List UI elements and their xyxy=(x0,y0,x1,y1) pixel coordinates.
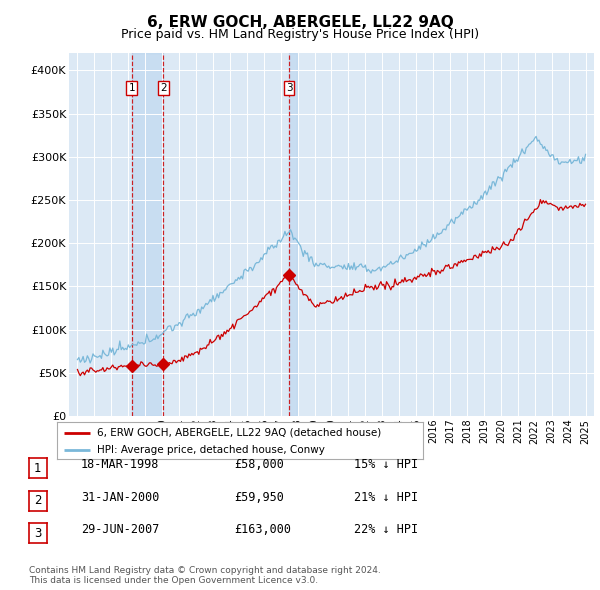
Text: £58,000: £58,000 xyxy=(234,458,284,471)
Bar xyxy=(132,53,163,416)
Text: 22% ↓ HPI: 22% ↓ HPI xyxy=(354,523,418,536)
Text: 1: 1 xyxy=(128,83,135,93)
Text: 1: 1 xyxy=(34,462,41,475)
Text: 2: 2 xyxy=(34,494,41,507)
Text: 3: 3 xyxy=(286,83,292,93)
Text: 6, ERW GOCH, ABERGELE, LL22 9AQ (detached house): 6, ERW GOCH, ABERGELE, LL22 9AQ (detache… xyxy=(97,428,382,438)
Text: 2: 2 xyxy=(160,83,167,93)
Text: £59,950: £59,950 xyxy=(234,491,284,504)
Text: £163,000: £163,000 xyxy=(234,523,291,536)
Text: 6, ERW GOCH, ABERGELE, LL22 9AQ: 6, ERW GOCH, ABERGELE, LL22 9AQ xyxy=(146,15,454,30)
Text: 18-MAR-1998: 18-MAR-1998 xyxy=(81,458,160,471)
Text: HPI: Average price, detached house, Conwy: HPI: Average price, detached house, Conw… xyxy=(97,445,325,455)
Text: Contains HM Land Registry data © Crown copyright and database right 2024.
This d: Contains HM Land Registry data © Crown c… xyxy=(29,566,380,585)
Text: 29-JUN-2007: 29-JUN-2007 xyxy=(81,523,160,536)
Bar xyxy=(289,53,298,416)
Text: 21% ↓ HPI: 21% ↓ HPI xyxy=(354,491,418,504)
Text: 3: 3 xyxy=(34,527,41,540)
Text: 31-JAN-2000: 31-JAN-2000 xyxy=(81,491,160,504)
Text: 15% ↓ HPI: 15% ↓ HPI xyxy=(354,458,418,471)
Text: Price paid vs. HM Land Registry's House Price Index (HPI): Price paid vs. HM Land Registry's House … xyxy=(121,28,479,41)
